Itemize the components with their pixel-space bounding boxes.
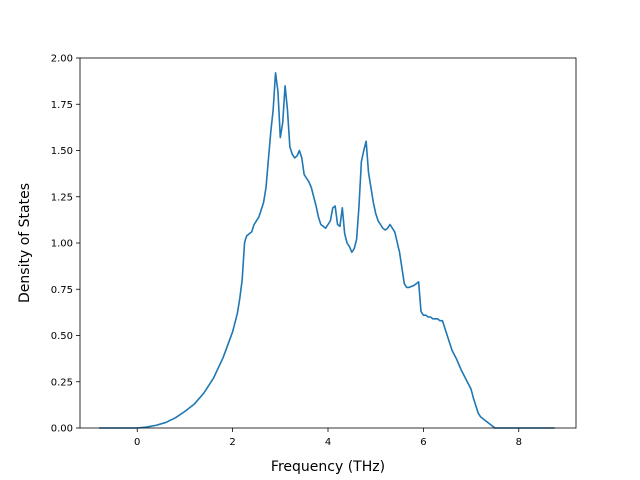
y-axis-ticks: 0.00 0.25 0.50 0.75 1.00 1.25 1.50 1.75 2.00 (51, 54, 80, 435)
y-tick-label: 0.25 (51, 377, 73, 388)
plot-area (80, 58, 576, 428)
x-tick-label: 8 (516, 437, 522, 448)
x-tick-label: 2 (229, 437, 235, 448)
plot-frame (79, 57, 577, 429)
y-tick-label: 1.50 (51, 146, 73, 157)
x-axis-label: Frequency (THz) (271, 459, 385, 475)
y-tick-label: 1.25 (51, 192, 73, 203)
y-tick-label: 0.50 (51, 331, 73, 342)
x-tick-label: 0 (134, 437, 140, 448)
dos-series-line (99, 72, 555, 429)
y-axis-label: Density of States (17, 183, 33, 303)
y-tick-label: 0.00 (51, 424, 73, 435)
y-tick-label: 1.00 (51, 239, 73, 250)
y-tick-label: 0.75 (51, 285, 73, 296)
x-tick-label: 6 (420, 437, 426, 448)
y-tick-label: 1.75 (51, 100, 73, 111)
x-axis-ticks: 0 2 4 6 8 (134, 428, 522, 448)
x-tick-label: 4 (325, 437, 331, 448)
y-tick-label: 2.00 (51, 54, 73, 65)
